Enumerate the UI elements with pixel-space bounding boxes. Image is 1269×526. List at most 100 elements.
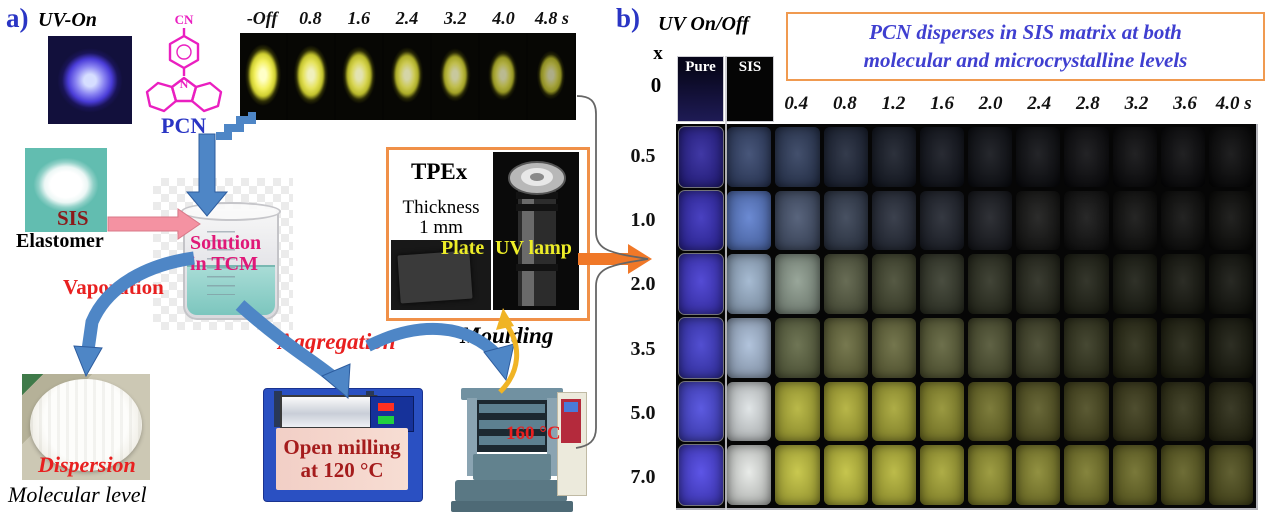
afterglow-sample-photo xyxy=(727,190,772,251)
pcn-structure-icon: CN N xyxy=(145,12,223,113)
beaker-graduations xyxy=(207,231,235,295)
grid-row-label: 7.0 xyxy=(630,466,656,489)
cast-film-photo xyxy=(22,374,150,480)
afterglow-sample-photo xyxy=(823,127,868,187)
speed-display xyxy=(378,416,394,424)
press-block xyxy=(473,454,551,480)
afterglow-sample-photo xyxy=(823,381,868,442)
afterglow-sample-photo xyxy=(1112,190,1157,251)
grid-time-label: 1.6 xyxy=(930,93,954,114)
afterglow-sample-photo xyxy=(775,445,820,505)
afterglow-sample-photo xyxy=(1160,318,1206,378)
afterglow-sample-photo xyxy=(1016,381,1061,442)
plate-label: Plate xyxy=(441,237,485,259)
afterglow-sample-photo xyxy=(871,445,917,505)
powder-afterglow-photo xyxy=(480,33,528,120)
afterglow-sample-photo xyxy=(775,127,820,187)
afterglow-sample-grid xyxy=(676,124,1258,510)
press-platen xyxy=(479,420,545,429)
press-platen xyxy=(479,436,545,445)
mill-control-panel xyxy=(370,396,414,432)
glow-blob xyxy=(293,45,329,105)
uv-glow-blob xyxy=(56,44,124,114)
pellet-blob xyxy=(29,154,103,218)
grid-row-labels: 0.5 1.0 2.0 3.5 5.0 7.0 xyxy=(614,124,672,510)
powder-afterglow-photo xyxy=(288,33,336,120)
afterglow-sample-photo xyxy=(1112,445,1157,505)
caption-line-2: molecular and microcrystalline levels xyxy=(863,47,1188,72)
uv-on-sample-photo xyxy=(677,126,725,188)
panel-a-label: a) xyxy=(6,3,29,33)
uv-on-sample-photo xyxy=(677,444,725,506)
afterglow-sample-photo xyxy=(919,445,965,505)
glow-blob xyxy=(488,49,518,101)
grid-row-label: 5.0 xyxy=(630,401,656,424)
press-base xyxy=(455,480,567,502)
powder-afterglow-photo xyxy=(336,33,384,120)
afterglow-sample-photo xyxy=(1160,381,1206,442)
press-control-panel xyxy=(561,399,581,443)
tpex-thickness-label: Thickness xyxy=(402,197,480,218)
strip-time-label: 3.2 xyxy=(444,8,467,28)
panel-b-label: b) xyxy=(616,3,641,33)
uv-on-label: UV-On xyxy=(38,9,97,31)
afterglow-sample-photo xyxy=(968,445,1013,505)
mill-post xyxy=(274,391,282,427)
afterglow-sample-photo xyxy=(1064,254,1109,314)
afterglow-sample-photo xyxy=(1064,127,1109,187)
afterglow-sample-photo xyxy=(1160,445,1206,505)
grid-row-label: 2.0 xyxy=(630,273,656,296)
powder-afterglow-photo xyxy=(384,33,432,120)
uv-on-sample-photo xyxy=(677,317,725,379)
afterglow-sample-photo xyxy=(1112,318,1157,378)
afterglow-sample-photo xyxy=(1016,127,1061,187)
uv-on-sample-photo xyxy=(677,253,725,315)
open-milling-label: Open milling at 120 °C xyxy=(276,428,408,490)
afterglow-sample-photo xyxy=(968,190,1013,251)
temperature-display xyxy=(378,403,394,411)
uv-on-sample-photo xyxy=(677,189,725,252)
press-temp-label: 160 °C xyxy=(506,423,561,444)
afterglow-sample-photo xyxy=(727,127,772,187)
press-foot xyxy=(451,501,573,512)
afterglow-sample-photo xyxy=(1160,190,1206,251)
grid-row-label: 3.5 xyxy=(630,337,656,360)
uv-lamp-label: UV lamp xyxy=(495,237,572,259)
mill-rollers xyxy=(280,395,378,429)
tpex-inset-box: TPEx Thickness 1 mm Plate UV lamp xyxy=(386,147,590,321)
beaker-rim xyxy=(181,202,281,221)
sis-sample-photo: SIS xyxy=(726,56,774,122)
afterglow-sample-photo xyxy=(775,254,820,314)
strip-time-label: 4.0 xyxy=(492,8,515,28)
afterglow-sample-photo xyxy=(871,190,917,251)
afterglow-sample-photo xyxy=(919,127,965,187)
moulding-press-photo xyxy=(451,388,587,518)
afterglow-sample-photo xyxy=(1016,318,1061,378)
afterglow-sample-photo xyxy=(775,190,820,251)
strip-time-label: 1.6 xyxy=(347,8,370,28)
strip-time-label: 2.4 xyxy=(395,8,419,28)
grid-row-label: 1.0 xyxy=(630,208,656,231)
grid-time-label: 3.2 xyxy=(1124,93,1149,114)
press-control-cabinet xyxy=(557,392,587,496)
x-header-label: x xyxy=(653,43,663,64)
press-beam xyxy=(461,388,563,400)
uv-lamp-icon xyxy=(508,161,566,306)
afterglow-sample-photo xyxy=(727,381,772,442)
afterglow-sample-photo xyxy=(871,381,917,442)
grid-time-label: 2.8 xyxy=(1075,93,1100,114)
grid-time-labels: 0.4 0.8 1.2 1.6 2.0 2.4 2.8 3.2 3.6 4.0 s xyxy=(772,93,1258,119)
svg-text:CN: CN xyxy=(175,12,194,27)
afterglow-sample-photo xyxy=(823,445,868,505)
afterglow-sample-photo xyxy=(919,381,965,442)
afterglow-sample-photo xyxy=(1112,254,1157,314)
strip-time-label: -Off xyxy=(246,8,278,28)
plate-photo xyxy=(391,240,491,310)
powder-afterglow-photo xyxy=(528,33,576,120)
pure-label: Pure xyxy=(685,59,716,75)
afterglow-sample-photo xyxy=(919,190,965,251)
solution-label: Solution in TCM xyxy=(190,232,262,275)
panel-b-caption-box: PCN disperses in SIS matrix at both mole… xyxy=(786,12,1265,81)
vaporation-arrowhead-icon xyxy=(73,345,103,378)
